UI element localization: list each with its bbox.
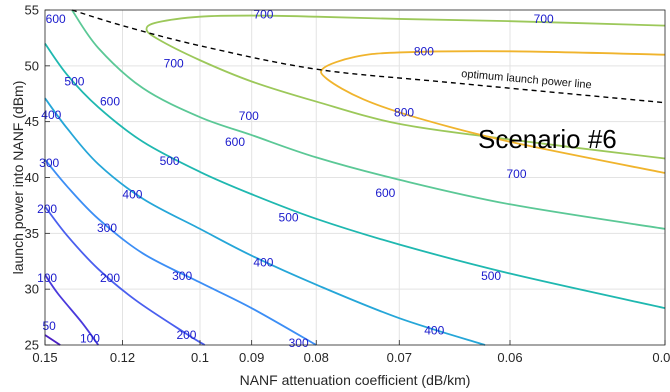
- x-tick-label: 0.15: [32, 350, 57, 365]
- contour-label-500: 500: [279, 211, 299, 225]
- contour-label-700: 700: [253, 7, 273, 21]
- contour-700: [145, 14, 666, 160]
- x-axis-ticks: 0.15 0.12 0.1 0.09 0.08 0.07 0.06 0.05: [32, 340, 670, 365]
- contour-label-600: 600: [225, 135, 245, 149]
- contour-label-100: 100: [80, 331, 100, 345]
- contour-label-700: 700: [164, 57, 184, 71]
- contour-label-100: 100: [37, 271, 57, 285]
- x-tick-label: 0.07: [387, 350, 412, 365]
- contour-label-300: 300: [172, 269, 192, 283]
- x-tick-label: 0.09: [239, 350, 264, 365]
- contour-label-600: 600: [46, 12, 66, 26]
- contour-label-800: 800: [414, 44, 434, 58]
- contour-400: [44, 97, 486, 346]
- x-tick-label: 0.12: [110, 350, 135, 365]
- x-tick-label: 0.06: [497, 350, 522, 365]
- contour-label-200: 200: [100, 271, 120, 285]
- y-tick-label: 35: [25, 226, 39, 241]
- contour-label-700: 700: [239, 109, 259, 123]
- contour-labels: 50 100 100 200 200 200 300 300 300 300 400 400 400 40…: [37, 7, 554, 349]
- contour-label-300: 300: [39, 156, 59, 170]
- contour-50: [44, 334, 61, 346]
- contour-label-500: 500: [64, 74, 84, 88]
- x-tick-label: 0.05: [652, 350, 670, 365]
- contour-label-800: 800: [394, 106, 414, 120]
- x-tick-label: 0.1: [191, 350, 209, 365]
- contour-label-50: 50: [43, 319, 57, 333]
- contour-label-300: 300: [289, 336, 309, 350]
- contour-label-600: 600: [375, 186, 395, 200]
- contour-label-200: 200: [37, 202, 57, 216]
- y-tick-label: 30: [25, 282, 39, 297]
- contour-100: [44, 274, 100, 346]
- contour-800: [320, 50, 666, 174]
- scenario-annotation: Scenario #6: [478, 124, 617, 154]
- contour-label-500: 500: [481, 269, 501, 283]
- y-tick-label: 25: [25, 338, 39, 353]
- contour-label-600: 600: [100, 95, 120, 109]
- x-tick-label: 0.08: [304, 350, 329, 365]
- contour-label-400: 400: [424, 323, 444, 337]
- contour-label-200: 200: [176, 328, 196, 342]
- contour-label-400: 400: [122, 187, 142, 201]
- contour-label-400: 400: [41, 108, 61, 122]
- contour-label-700: 700: [506, 167, 526, 181]
- contour-label-700: 700: [534, 12, 554, 26]
- contour-label-300: 300: [97, 221, 117, 235]
- x-axis-label: NANF attenuation coefficient (dB/km): [240, 372, 471, 388]
- contour-label-400: 400: [253, 255, 273, 269]
- contour-label-500: 500: [160, 154, 180, 168]
- y-tick-label: 40: [25, 170, 39, 185]
- y-axis-ticks: 25 30 35 40 45 50 55: [25, 3, 50, 353]
- contour-300: [44, 159, 317, 346]
- y-axis-label: launch power into NANF (dBm): [10, 81, 26, 275]
- contour-600: [71, 9, 666, 230]
- optimum-launch-power-line: [71, 9, 666, 104]
- contour-200: [44, 205, 206, 346]
- contour-lines: [44, 9, 666, 346]
- y-tick-label: 50: [25, 58, 39, 73]
- y-tick-label: 45: [25, 114, 39, 129]
- y-tick-label: 55: [25, 3, 39, 18]
- contour-500: [44, 42, 666, 310]
